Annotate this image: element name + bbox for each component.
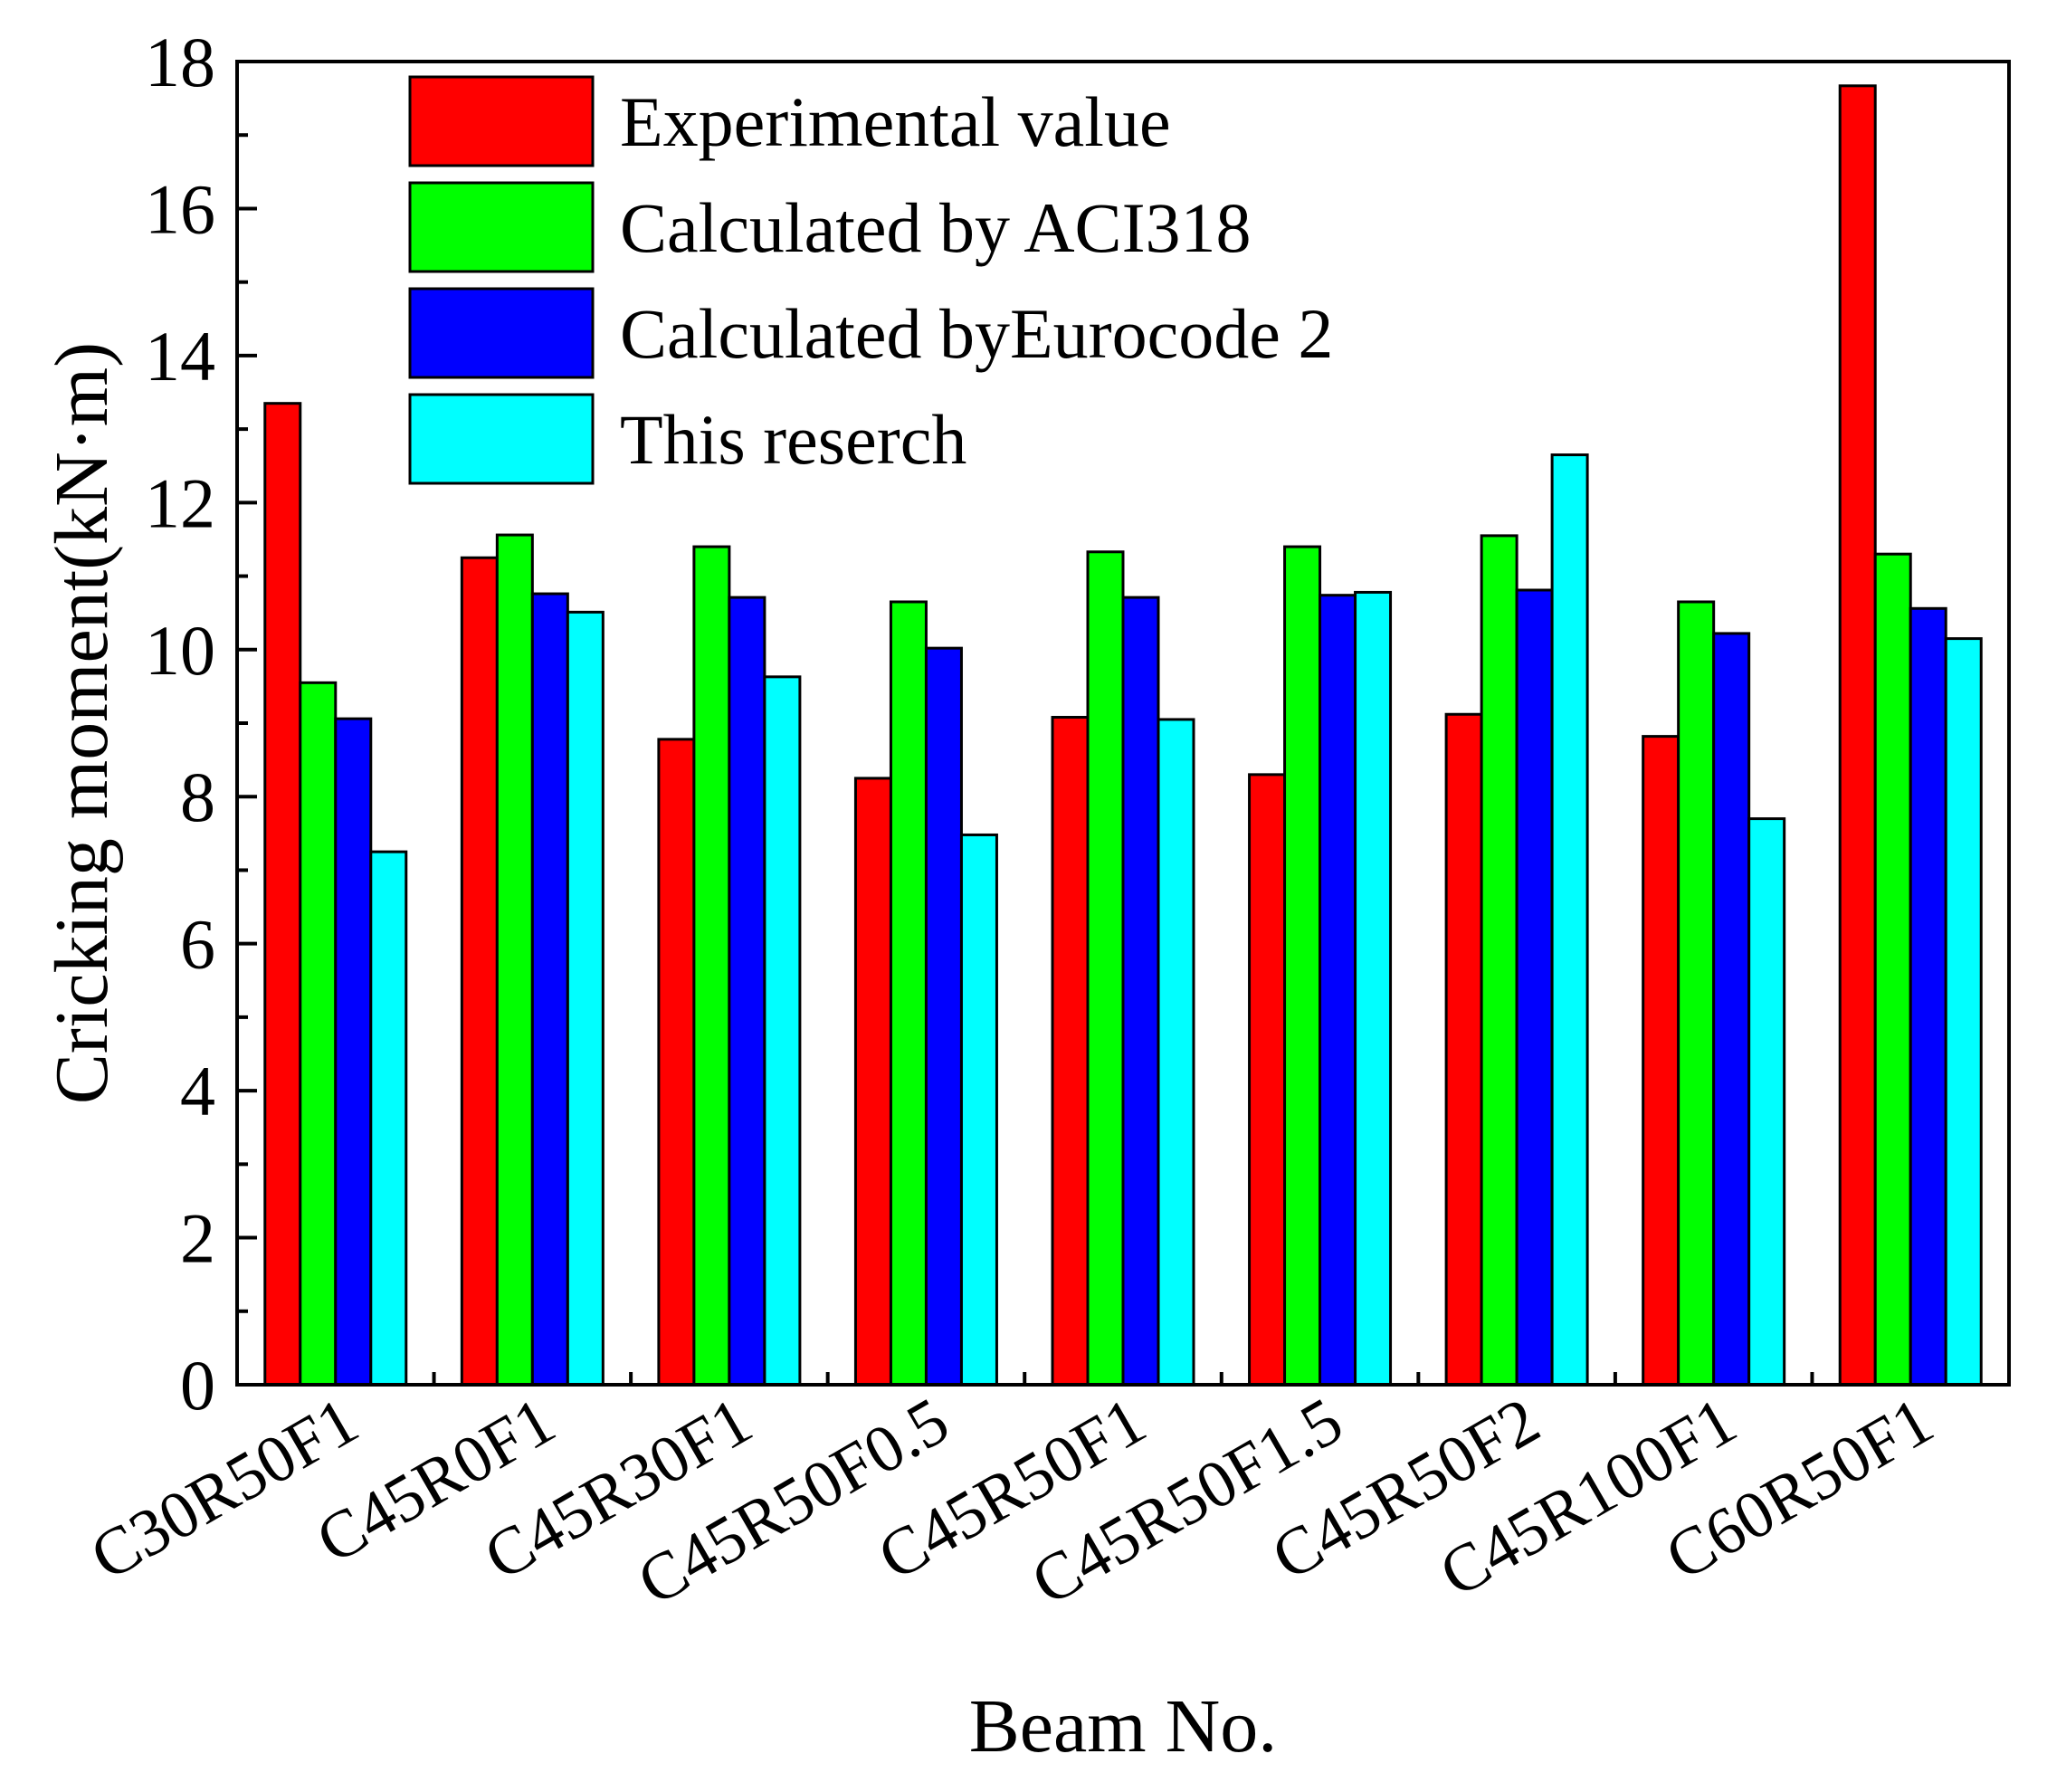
bar-calculated-byeurocode-2-c45r50f0-5 [924, 646, 963, 1387]
y-tick-label: 12 [145, 463, 215, 542]
y-tick-label: 18 [145, 23, 215, 101]
bar-calculated-byeurocode-2-c45r50f2 [1515, 588, 1554, 1387]
bar-calculated-by-aci318-c45r0f1 [495, 533, 534, 1387]
bar-calculated-by-aci318-c45r50f1-5 [1283, 545, 1322, 1387]
bar-experimental-value-c45r50f0-5 [853, 777, 892, 1387]
y-tick-label: 6 [180, 905, 215, 984]
bar-experimental-value-c45r0f1 [460, 556, 499, 1387]
y-tick-label: 8 [180, 758, 215, 836]
x-tick-label: C30R50F1 [79, 1384, 370, 1595]
bar-this-reserch-c45r30f1 [763, 675, 802, 1387]
bar-experimental-value-c45r50f1 [1051, 716, 1090, 1387]
y-tick-label: 0 [180, 1346, 215, 1425]
bar-calculated-by-aci318-c30r50f1 [299, 681, 338, 1387]
bar-experimental-value-c45r30f1 [657, 738, 696, 1387]
bar-this-reserch-c45r50f1 [1157, 718, 1195, 1387]
bar-this-reserch-c30r50f1 [369, 850, 408, 1387]
y-tick-label: 16 [145, 169, 215, 248]
bar-calculated-byeurocode-2-c45r100f1 [1712, 632, 1751, 1387]
bar-experimental-value-c45r50f2 [1444, 712, 1483, 1387]
bar-calculated-by-aci318-c60r50f1 [1873, 552, 1912, 1387]
legend-swatch [408, 287, 595, 379]
bar-this-reserch-c60r50f1 [1944, 637, 1983, 1387]
bar-calculated-byeurocode-2-c45r0f1 [530, 592, 569, 1387]
bar-calculated-by-aci318-c45r30f1 [692, 545, 731, 1387]
bars-layer [263, 84, 1983, 1387]
bar-experimental-value-c60r50f1 [1838, 84, 1877, 1387]
bar-calculated-byeurocode-2-c60r50f1 [1909, 606, 1947, 1387]
bar-calculated-byeurocode-2-c45r30f1 [728, 596, 766, 1387]
bar-this-reserch-c45r50f0-5 [959, 833, 998, 1387]
bar-this-reserch-c45r50f2 [1550, 453, 1589, 1387]
bar-this-reserch-c45r100f1 [1747, 817, 1786, 1387]
legend: Experimental value Calculated by ACI318 Ca… [408, 75, 1333, 485]
legend-label: Calculated by ACI318 [620, 188, 1252, 267]
bar-calculated-by-aci318-c45r50f0-5 [889, 600, 928, 1387]
legend-swatch [408, 75, 595, 167]
bar-calculated-by-aci318-c45r50f2 [1480, 534, 1519, 1387]
x-axis: C30R50F1C45R0F1C45R30F1C45R50F0.5C45R50F… [79, 1372, 1946, 1620]
bar-this-reserch-c45r0f1 [566, 610, 605, 1387]
legend-label: Experimental value [620, 82, 1171, 161]
bar-calculated-by-aci318-c45r50f1 [1086, 550, 1125, 1387]
bar-this-reserch-c45r50f1-5 [1354, 590, 1393, 1387]
y-axis: 0 2 4 6 8 10 12 14 16 18 [145, 23, 257, 1425]
legend-label: Calculated byEurocode 2 [620, 294, 1333, 373]
legend-swatch [408, 181, 595, 273]
y-tick-label: 2 [180, 1199, 215, 1278]
y-tick-label: 14 [145, 317, 215, 396]
bar-experimental-value-c45r100f1 [1642, 735, 1680, 1387]
bar-calculated-byeurocode-2-c45r50f1-5 [1319, 594, 1357, 1387]
y-axis-title: Cricking moment(kN·m) [40, 342, 124, 1104]
x-axis-title: Beam No. [969, 1684, 1278, 1768]
bar-calculated-by-aci318-c45r100f1 [1677, 600, 1716, 1387]
legend-label: This reserch [620, 400, 966, 479]
y-tick-label: 10 [145, 611, 215, 690]
bar-experimental-value-c30r50f1 [263, 402, 302, 1387]
y-tick-label: 4 [180, 1052, 215, 1130]
legend-swatch [408, 393, 595, 485]
bar-experimental-value-c45r50f1-5 [1248, 773, 1287, 1387]
bar-calculated-byeurocode-2-c30r50f1 [334, 717, 373, 1387]
bar-calculated-byeurocode-2-c45r50f1 [1121, 596, 1160, 1387]
